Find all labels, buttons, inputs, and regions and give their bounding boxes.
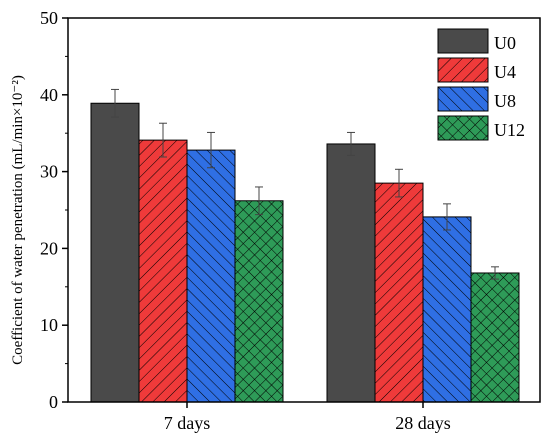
error-bar-u8-7-days [207,131,215,169]
y-axis-label: Coefficient of water penetration (mL/min… [10,75,26,365]
legend-swatch-u0 [437,28,489,54]
error-bar-u12-7-days [255,186,263,216]
bar-u4-28-days [374,182,424,403]
legend-label-u8: U8 [494,91,516,111]
y-tick-label: 30 [40,162,58,182]
legend-label-u0: U0 [494,33,516,53]
axes-group: 0 10 20 30 40 50 7 days 28 days [40,8,541,433]
bars-group [90,102,520,403]
bar-u0-7-days [90,102,140,403]
y-tick-label: 0 [49,392,58,412]
error-bar-u0-28-days [347,131,355,156]
error-bar-u0-7-days [111,88,119,118]
y-tick-label: 10 [40,315,58,335]
y-tick-label: 50 [40,8,58,28]
error-bar-u4-28-days [395,168,403,198]
x-tick-label: 28 days [395,413,451,433]
legend-swatch-u8 [437,86,489,112]
bar-u12-28-days [470,272,520,403]
error-bars-group [111,88,499,280]
bar-u8-7-days [186,149,236,403]
legend-label-u12: U12 [494,120,525,140]
y-tick-label: 20 [40,238,58,258]
legend-label-u4: U4 [494,62,516,82]
bar-u4-7-days [138,139,188,403]
error-bar-u4-7-days [159,122,167,158]
legend-swatch-u12 [437,115,489,141]
x-tick-label: 7 days [164,413,211,433]
error-bar-u8-28-days [443,203,451,231]
bar-u8-28-days [422,216,472,403]
error-bar-u12-28-days [491,266,499,280]
bar-u0-28-days [326,143,376,403]
legend-swatch-u4 [437,57,489,83]
y-tick-label: 40 [40,85,58,105]
bar-u12-7-days [234,200,284,403]
legend: U0 U4 U8 U12 [437,28,525,141]
